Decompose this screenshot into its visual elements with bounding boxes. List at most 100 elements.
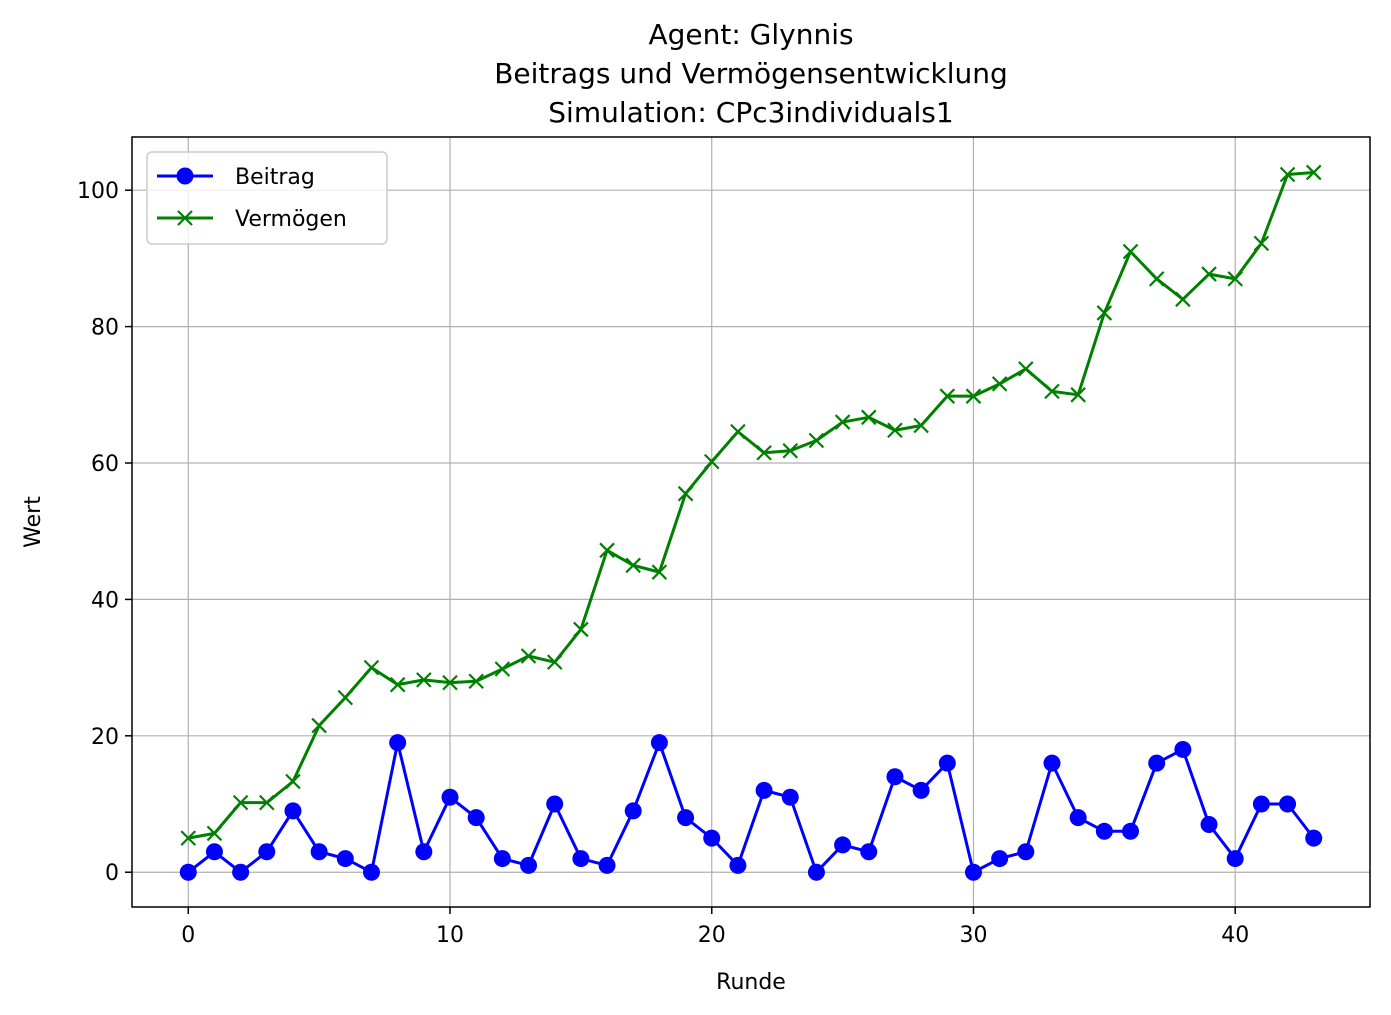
data-point-beitrag [1148, 754, 1166, 772]
data-point-beitrag [1043, 754, 1061, 772]
data-point-beitrag [1252, 795, 1270, 813]
y-tick-label: 100 [77, 179, 119, 204]
data-point-vermoegen [599, 542, 615, 559]
data-point-beitrag [1122, 822, 1140, 840]
x-tick-label: 30 [959, 923, 987, 948]
y-axis-label: Wert [21, 496, 46, 548]
data-point-vermoegen [625, 557, 641, 574]
data-point-vermoegen [677, 485, 694, 502]
data-point-vermoegen [1148, 271, 1165, 287]
data-point-beitrag [886, 768, 904, 786]
legend-marker-vermoegen [177, 210, 193, 226]
data-point-vermoegen [232, 794, 249, 811]
data-point-beitrag [624, 802, 642, 820]
data-point-beitrag [415, 843, 433, 861]
x-tick-label: 0 [181, 923, 195, 948]
data-point-vermoegen [1070, 387, 1086, 403]
data-point-vermoegen [259, 794, 275, 811]
data-point-beitrag [493, 850, 511, 868]
data-point-beitrag [336, 850, 354, 868]
data-point-vermoegen [1227, 271, 1243, 287]
data-point-vermoegen [730, 423, 746, 440]
data-point-vermoegen [1253, 235, 1270, 252]
data-point-vermoegen [1175, 291, 1191, 308]
data-point-beitrag [441, 788, 459, 806]
data-point-vermoegen [965, 388, 982, 404]
data-point-beitrag [1305, 829, 1323, 847]
data-point-vermoegen [468, 673, 484, 690]
data-point-beitrag [1279, 795, 1297, 813]
data-point-beitrag [258, 843, 276, 861]
data-point-beitrag [781, 788, 799, 806]
data-point-beitrag [860, 843, 878, 861]
data-point-beitrag [1200, 815, 1218, 833]
data-point-vermoegen [1044, 383, 1060, 400]
data-point-beitrag [807, 863, 825, 881]
data-point-vermoegen [991, 376, 1008, 392]
y-tick-label: 60 [91, 452, 119, 477]
chart-title: Agent: Glynnis Beitrags und Vermögensent… [494, 18, 1008, 129]
data-point-beitrag [1095, 822, 1113, 840]
data-point-beitrag [650, 734, 668, 752]
data-point-vermoegen [1201, 266, 1217, 282]
data-point-beitrag [179, 863, 197, 881]
legend: Beitrag Vermögen [146, 151, 388, 245]
data-point-vermoegen [363, 659, 380, 676]
data-point-beitrag [677, 809, 695, 827]
data-point-beitrag [598, 856, 616, 874]
data-point-vermoegen [1122, 243, 1139, 260]
data-point-vermoegen [442, 674, 458, 691]
data-point-beitrag [755, 781, 773, 799]
plot-frame [131, 136, 1371, 908]
data-point-vermoegen [1305, 164, 1322, 181]
legend-label-beitrag: Beitrag [235, 165, 315, 190]
data-point-beitrag [834, 836, 852, 854]
data-point-beitrag [912, 781, 930, 799]
data-point-beitrag [232, 863, 250, 881]
data-point-beitrag [546, 795, 564, 813]
data-point-beitrag [284, 802, 302, 820]
data-point-vermoegen [756, 444, 772, 461]
data-point-vermoegen [573, 621, 589, 638]
x-tick-label: 40 [1221, 923, 1249, 948]
legend-marker-beitrag [176, 167, 194, 185]
y-tick-label: 0 [105, 861, 119, 886]
data-point-beitrag [1069, 809, 1087, 827]
data-point-beitrag [1226, 850, 1244, 868]
data-point-beitrag [1017, 843, 1035, 861]
data-point-vermoegen [808, 432, 825, 449]
data-point-vermoegen [494, 661, 511, 677]
series-line-vermoegen [188, 170, 1314, 840]
data-point-vermoegen [520, 648, 537, 664]
data-point-vermoegen [651, 564, 668, 580]
data-point-beitrag [1174, 740, 1192, 758]
data-point-vermoegen [546, 654, 563, 670]
data-point-vermoegen [180, 830, 197, 846]
data-point-vermoegen [861, 409, 877, 426]
data-point-vermoegen [337, 689, 354, 706]
data-point-vermoegen [913, 417, 929, 434]
chart-title-line-3: Simulation: CPc3individuals1 [548, 96, 953, 129]
data-point-beitrag [703, 829, 721, 847]
x-tick-label: 10 [436, 923, 464, 948]
data-point-vermoegen [1096, 305, 1113, 321]
data-point-vermoegen [285, 773, 301, 790]
y-tick-label: 40 [91, 588, 119, 613]
series-area [179, 164, 1323, 881]
data-point-beitrag [520, 856, 538, 874]
data-point-beitrag [964, 863, 982, 881]
x-axis-label: Runde [716, 970, 786, 995]
data-point-beitrag [729, 856, 747, 874]
data-point-beitrag [362, 863, 380, 881]
data-point-beitrag [991, 850, 1009, 868]
data-point-vermoegen [206, 825, 223, 842]
data-point-vermoegen [311, 717, 327, 734]
series-line-beitrag [187, 741, 1315, 874]
data-point-vermoegen [389, 676, 406, 693]
data-point-beitrag [310, 843, 328, 861]
y-tick-label: 20 [91, 725, 119, 750]
data-point-vermoegen [1279, 166, 1296, 183]
data-point-vermoegen [887, 422, 903, 439]
data-point-vermoegen [703, 453, 720, 470]
